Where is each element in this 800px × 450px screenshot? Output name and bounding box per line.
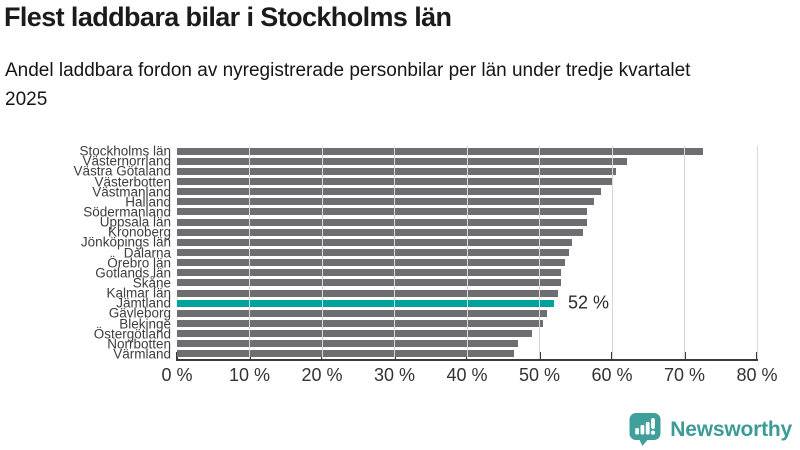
x-axis-tick-labels: 0 % 10 % 20 % 30 % 40 % 50 % 60 % 70 % 80 % [161, 365, 777, 387]
chart-subtitle: Andel laddbara fordon av nyregistrerade … [5, 60, 691, 110]
x-axis-tick-label: 80 % [736, 365, 778, 385]
bar [177, 157, 627, 165]
chart-title: Flest laddbara bilar i Stockholms län [4, 2, 452, 32]
bar-highlighted [177, 299, 554, 307]
gridline [684, 146, 685, 359]
gridline [321, 146, 323, 359]
y-axis-label: Jönköpings län [80, 234, 171, 250]
bar [177, 340, 518, 348]
bar [177, 320, 544, 327]
bar [177, 350, 515, 358]
y-axis-label: Uppsala län [99, 214, 171, 230]
bar [177, 249, 569, 256]
y-axis-label: Värmland [113, 346, 171, 362]
bar [177, 269, 562, 277]
bar [177, 228, 583, 236]
newsworthy-logo-icon [628, 412, 662, 447]
x-axis-tick-label: 40 % [446, 365, 488, 385]
y-axis-label: Gävleborg [108, 305, 171, 321]
brand-footer: Newsworthy [628, 412, 792, 447]
y-axis-label: Södermanland [83, 204, 171, 220]
gridline [394, 146, 395, 359]
y-axis-label: Norrbotten [107, 336, 171, 352]
y-axis-label: Dalarna [123, 244, 171, 260]
bar [177, 167, 616, 175]
y-axis-label: Västernorrland [82, 153, 171, 169]
plot-area: 52 % [177, 146, 758, 359]
bar [177, 208, 587, 216]
highlight-value-label: 52 % [568, 292, 610, 313]
y-axis-label: Skåne [132, 275, 171, 291]
gridline [539, 146, 540, 359]
x-axis-tick-label: 10 % [228, 365, 271, 385]
bar [177, 330, 533, 338]
y-axis-label: Blekinge [119, 315, 171, 331]
brand-name[interactable]: Newsworthy [670, 417, 792, 441]
gridline [756, 146, 758, 359]
bar [177, 309, 547, 317]
x-axis-line [176, 359, 758, 361]
x-axis-tick-label: 50 % [518, 365, 561, 385]
x-axis-tick-label: 70 % [663, 365, 706, 385]
y-axis-label: Kronoberg [107, 224, 171, 240]
bar [177, 238, 573, 246]
bar [177, 259, 565, 267]
y-axis-label: Västra Götaland [73, 163, 171, 179]
bar [177, 188, 602, 196]
y-axis-labels: Stockholms län Västernorrland Västra Götal… [0, 143, 171, 362]
x-axis-tick-label: 0 % [161, 365, 193, 385]
y-axis-label: Stockholms län [79, 143, 171, 159]
y-axis-label: Kalmar län [106, 285, 171, 301]
x-axis-tick-label: 30 % [373, 365, 416, 385]
y-axis-label: Gotlands län [95, 265, 171, 281]
y-axis-label: Örebro län [107, 254, 171, 270]
bar [177, 279, 562, 287]
gridline [249, 146, 250, 359]
x-axis-tick-label: 60 % [591, 365, 633, 385]
gridline [466, 146, 468, 359]
y-axis-label: Halland [125, 194, 171, 210]
x-axis-tick-label: 20 % [301, 365, 343, 385]
y-axis-label: Västmanland [92, 183, 171, 199]
bar [177, 218, 587, 226]
bar [177, 198, 594, 206]
bar [177, 289, 558, 297]
y-axis-label: Västerbotten [94, 173, 171, 189]
gridline [611, 146, 613, 359]
y-axis-label: Jämtland [116, 295, 171, 311]
y-axis-label: Östergötland [93, 325, 171, 341]
bar [177, 147, 703, 155]
